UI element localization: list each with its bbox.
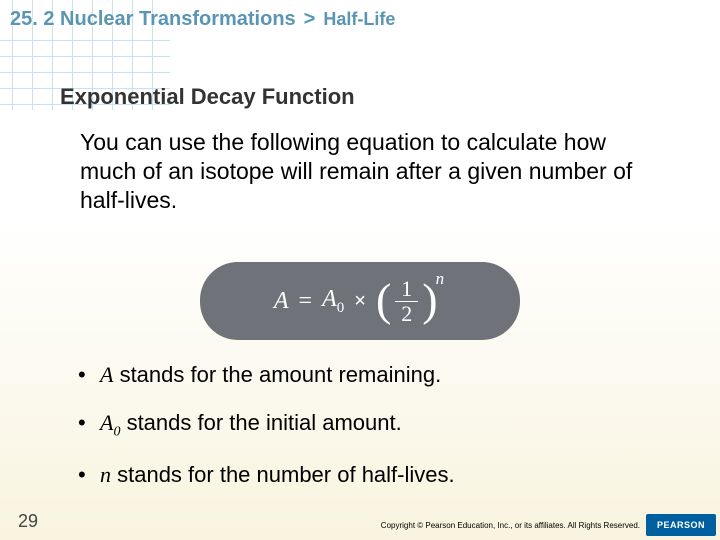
body-paragraph: You can use the following equation to ca…: [80, 128, 660, 214]
bullet-var-n: n: [100, 462, 111, 487]
equation-var-A: A: [274, 288, 289, 315]
equation-A0-sub: 0: [337, 299, 345, 315]
bullet-item-A0: A0 stands for the initial amount.: [78, 410, 660, 440]
bullet-var-A: A: [100, 362, 113, 387]
equation-exponent: n: [436, 269, 445, 289]
bullet-text-2: stands for the initial amount.: [120, 410, 401, 435]
topic-label: Half-Life: [323, 9, 395, 30]
equation-box: A = A0 × ( 1 2 ) n: [200, 262, 520, 340]
copyright-text: Copyright © Pearson Education, Inc., or …: [381, 521, 640, 530]
equation-var-A0: A0: [322, 286, 344, 317]
equation-fraction-group: ( 1 2 ) n: [376, 277, 446, 324]
page-number: 29: [18, 511, 38, 532]
breadcrumb-chevron: >: [304, 8, 316, 31]
bullet-list: A stands for the amount remaining. A0 st…: [78, 362, 660, 510]
equation-fraction: 1 2: [395, 277, 418, 324]
bullet-text-3: stands for the number of half-lives.: [111, 462, 455, 487]
equation-numerator: 1: [395, 277, 418, 301]
equation-left-paren: (: [376, 277, 391, 323]
section-title: Exponential Decay Function: [60, 84, 355, 110]
equation-equals: =: [299, 288, 313, 315]
bullet-A0-base: A: [100, 410, 113, 435]
equation-A0-base: A: [322, 286, 337, 312]
slide-header: 25. 2 Nuclear Transformations > Half-Lif…: [10, 8, 710, 31]
chapter-label: 25. 2 Nuclear Transformations: [10, 8, 296, 31]
bullet-text-1: stands for the amount remaining.: [113, 362, 441, 387]
pearson-logo: PEARSON: [646, 514, 716, 536]
equation: A = A0 × ( 1 2 ) n: [274, 277, 446, 324]
equation-denominator: 2: [395, 302, 418, 325]
bullet-item-A: A stands for the amount remaining.: [78, 362, 660, 388]
bullet-var-A0: A0: [100, 410, 120, 435]
bullet-item-n: n stands for the number of half-lives.: [78, 462, 660, 488]
equation-multiply: ×: [354, 290, 366, 313]
